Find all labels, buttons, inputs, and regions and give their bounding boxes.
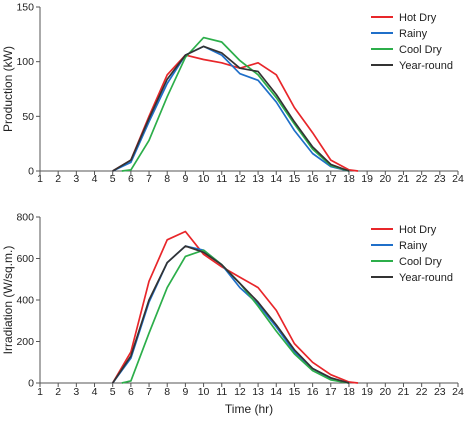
- x-tick-label: 14: [270, 173, 282, 185]
- x-tick-label: 12: [234, 386, 246, 398]
- y-tick-label: 800: [16, 212, 34, 224]
- x-tick-label: 19: [361, 386, 373, 398]
- y-axis-label: Irradiation (W/sq.m.): [1, 246, 15, 355]
- x-tick-label: 23: [434, 386, 446, 398]
- x-tick-label: 5: [110, 173, 116, 185]
- x-tick-label: 10: [198, 173, 210, 185]
- x-tick-label: 11: [216, 386, 227, 398]
- x-tick-label: 1: [37, 173, 43, 185]
- x-tick-label: 12: [234, 173, 246, 185]
- x-tick-label: 22: [416, 173, 428, 185]
- x-tick-label: 7: [146, 386, 152, 398]
- y-tick-label: 150: [16, 2, 34, 14]
- y-tick-label: 200: [16, 336, 34, 348]
- y-tick-label: 0: [28, 166, 34, 178]
- x-tick-label: 16: [307, 173, 319, 185]
- y-tick-label: 400: [16, 295, 34, 307]
- x-tick-label: 4: [92, 173, 98, 185]
- legend-label: Cool Dry: [399, 256, 442, 268]
- y-tick-label: 50: [22, 111, 34, 123]
- y-tick-label: 100: [16, 56, 34, 68]
- x-tick-label: 13: [252, 386, 264, 398]
- x-tick-label: 1: [37, 386, 43, 398]
- legend-label: Year-round: [399, 272, 453, 284]
- x-tick-label: 13: [252, 173, 264, 185]
- x-tick-label: 3: [73, 173, 79, 185]
- x-tick-label: 4: [92, 386, 98, 398]
- x-axis-label: Time (hr): [225, 402, 273, 416]
- x-tick-label: 6: [128, 173, 134, 185]
- legend-label: Cool Dry: [399, 44, 442, 56]
- x-tick-label: 6: [128, 386, 134, 398]
- x-tick-label: 9: [182, 173, 188, 185]
- x-tick-label: 18: [343, 386, 355, 398]
- x-tick-label: 17: [325, 173, 337, 185]
- series-line-year-round: [112, 45, 350, 172]
- x-tick-label: 8: [164, 386, 170, 398]
- series-line-hot-dry: [111, 230, 359, 384]
- x-tick-label: 15: [289, 386, 301, 398]
- x-tick-label: 2: [55, 386, 61, 398]
- x-tick-label: 16: [307, 386, 319, 398]
- x-tick-label: 22: [416, 386, 428, 398]
- x-tick-label: 19: [361, 173, 373, 185]
- x-tick-label: 5: [110, 386, 116, 398]
- x-tick-label: 24: [452, 386, 464, 398]
- x-tick-label: 15: [289, 173, 301, 185]
- y-tick-label: 0: [28, 378, 34, 390]
- x-tick-label: 23: [434, 173, 446, 185]
- x-tick-label: 18: [343, 173, 355, 185]
- y-axis-label: Production (kW): [1, 46, 15, 132]
- x-tick-label: 7: [146, 173, 152, 185]
- x-tick-label: 14: [270, 386, 282, 398]
- legend: Hot Dry Rainy Cool Dry Year-round: [371, 224, 453, 284]
- x-tick-label: 24: [452, 173, 464, 185]
- y-tick-label: 600: [16, 253, 34, 265]
- x-tick-label: 11: [216, 173, 227, 185]
- x-tick-label: 3: [73, 386, 79, 398]
- series-line-cool-dry: [121, 36, 350, 172]
- x-tick-label: 10: [198, 386, 210, 398]
- series-line-hot-dry: [112, 54, 359, 172]
- legend: Hot Dry Rainy Cool Dry Year-round: [371, 12, 453, 72]
- legend-label: Hot Dry: [399, 224, 437, 236]
- x-tick-label: 20: [379, 173, 391, 185]
- legend-label: Rainy: [399, 240, 428, 252]
- x-tick-label: 21: [398, 386, 410, 398]
- legend-label: Rainy: [399, 28, 428, 40]
- x-tick-label: 17: [325, 386, 337, 398]
- series-line-year-round: [111, 245, 350, 384]
- x-tick-label: 8: [164, 173, 170, 185]
- x-tick-label: 20: [379, 386, 391, 398]
- x-tick-label: 21: [398, 173, 410, 185]
- series-line-rainy: [112, 45, 350, 172]
- legend-label: Hot Dry: [399, 12, 437, 24]
- x-tick-label: 2: [55, 173, 61, 185]
- x-tick-label: 9: [182, 386, 188, 398]
- legend-label: Year-round: [399, 60, 453, 72]
